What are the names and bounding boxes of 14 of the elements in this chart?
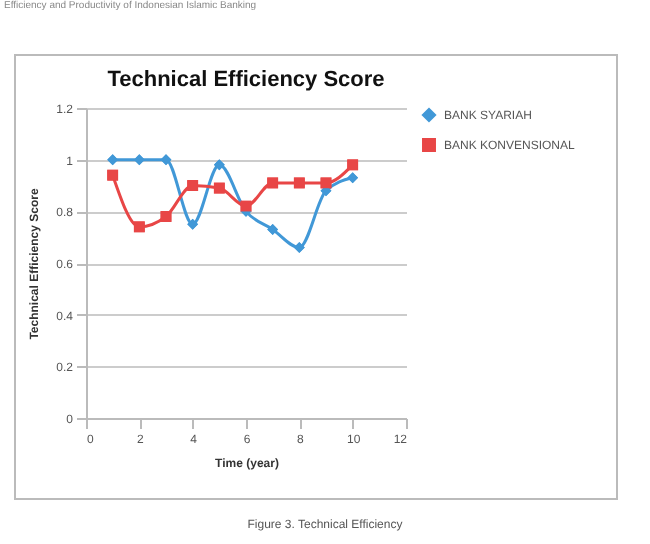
point — [347, 172, 359, 184]
point — [187, 218, 199, 230]
point — [293, 177, 305, 189]
chart-title: Technical Efficiency Score — [107, 68, 385, 92]
point — [267, 177, 279, 189]
point — [347, 159, 359, 171]
point — [320, 177, 332, 189]
point — [267, 223, 279, 235]
point — [133, 221, 145, 233]
point — [213, 182, 225, 194]
point — [107, 169, 119, 181]
point — [213, 159, 225, 171]
point — [160, 211, 172, 222]
point — [293, 242, 305, 253]
